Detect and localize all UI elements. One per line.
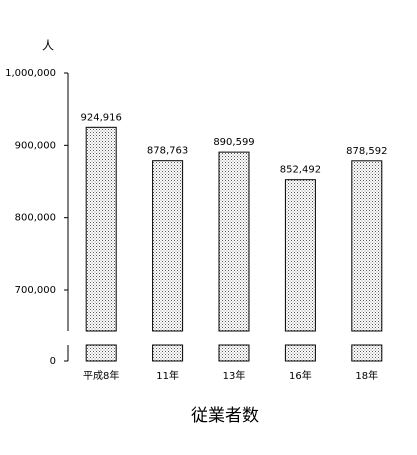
bar <box>152 160 184 332</box>
value-label: 878,763 <box>147 146 188 157</box>
x-tick-label: 18年 <box>355 369 378 382</box>
x-tick-label: 13年 <box>223 369 246 382</box>
bar <box>85 126 117 332</box>
x-tick-label: 16年 <box>289 369 312 382</box>
bar-base <box>284 344 316 362</box>
y-tick-label: 900,000 <box>15 140 56 151</box>
y-tick-label: 1,000,000 <box>5 68 56 79</box>
bar <box>351 160 383 332</box>
bar-base <box>218 344 250 362</box>
y-tick-label: 800,000 <box>15 213 56 224</box>
bar <box>218 151 250 332</box>
value-label: 852,492 <box>280 165 321 176</box>
bar-base <box>85 344 117 362</box>
x-axis-title: 従業者数 <box>191 406 259 426</box>
y-unit: 人 <box>42 39 54 53</box>
y-tick-label: 700,000 <box>15 285 56 296</box>
bar <box>284 179 316 332</box>
value-label: 878,592 <box>346 146 387 157</box>
value-label: 890,599 <box>213 137 254 148</box>
bar-base <box>152 344 184 362</box>
value-label: 924,916 <box>81 112 122 123</box>
bar-base <box>351 344 383 362</box>
x-tick-label: 平成8年 <box>83 369 119 382</box>
x-tick-label: 11年 <box>156 369 179 382</box>
y-tick-label: 0 <box>50 356 56 367</box>
